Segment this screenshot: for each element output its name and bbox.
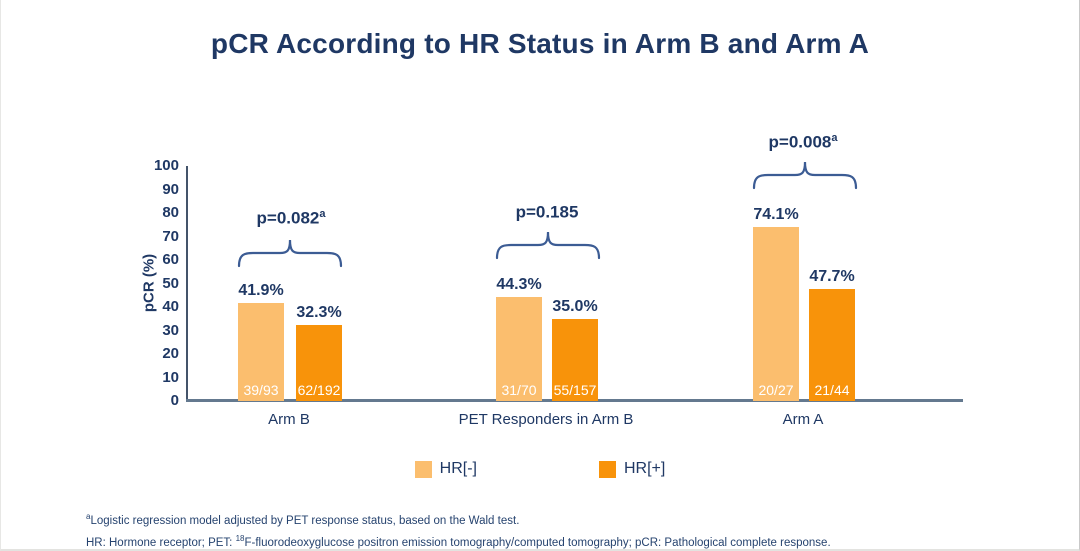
legend-item-hr-pos: HR[+] (598, 460, 666, 478)
p-value-pet-responders: p=0.185 (516, 202, 579, 223)
p-value-arm-a: p=0.008a (769, 132, 838, 153)
y-tick: 40 (162, 298, 179, 315)
bar-count-label: 20/27 (758, 382, 794, 398)
p-value-superscript: a (319, 208, 326, 220)
legend-label: HR[+] (623, 460, 666, 477)
bar-count-label: 55/157 (553, 382, 597, 398)
bar-value-label: 32.3% (296, 304, 342, 322)
x-category-pet-responders: PET Responders in Arm B (458, 411, 634, 428)
footnote-superscript: 18 (235, 533, 245, 543)
y-tick: 10 (162, 369, 179, 386)
footnote-text: HR: Hormone receptor; PET: (86, 536, 236, 549)
bar-pet-hr-neg: 44.3% 31/70 (496, 276, 542, 401)
footnote-line-1: aLogistic regression model adjusted by P… (86, 508, 831, 530)
y-tick: 80 (162, 204, 179, 221)
legend-swatch-hr-neg-icon (414, 460, 432, 478)
bar-armb-hr-pos: 32.3% 62/192 (296, 304, 342, 401)
p-value-text: p=0.082 (256, 208, 320, 228)
y-tick: 100 (153, 157, 179, 174)
bar-value-label: 35.0% (552, 297, 598, 315)
bar-arma-hr-pos: 47.7% 21/44 (809, 268, 855, 401)
p-value-text: p=0.008 (768, 132, 832, 152)
y-tick: 60 (162, 251, 179, 268)
y-axis-line (186, 166, 188, 402)
brace-pet-responders (495, 230, 601, 260)
p-value-superscript: a (831, 132, 838, 144)
bar-pet-hr-pos: 35.0% 55/157 (552, 298, 598, 401)
bar-value-label: 74.1% (753, 205, 799, 223)
x-category-arm-b: Arm B (268, 411, 310, 428)
x-category-arm-a: Arm A (782, 411, 824, 428)
legend-label: HR[-] (439, 460, 477, 477)
page-title: pCR According to HR Status in Arm B and … (210, 28, 870, 59)
p-value-text: p=0.185 (515, 202, 579, 222)
y-tick: 30 (162, 322, 179, 339)
bar-value-label: 44.3% (496, 275, 542, 293)
legend: HR[-] HR[+] (1, 460, 1079, 478)
y-tick: 90 (162, 181, 179, 198)
plot-area: 41.9% 39/93 32.3% 62/192 44.3% 31/70 35.… (187, 166, 963, 401)
bar-value-label: 47.7% (809, 267, 855, 285)
footnote-text: Logistic regression model adjusted by PE… (90, 514, 520, 527)
bar-arma-hr-neg: 74.1% 20/27 (753, 206, 799, 401)
brace-arm-b (237, 238, 343, 268)
bar-count-label: 31/70 (501, 382, 537, 398)
bar-value-label: 41.9% (238, 281, 284, 299)
legend-swatch-hr-pos-icon (598, 460, 616, 478)
bar-armb-hr-neg: 41.9% 39/93 (238, 282, 284, 401)
footnote-superscript: a (86, 512, 91, 521)
y-tick: 0 (170, 392, 179, 409)
bar-count-label: 62/192 (297, 382, 341, 398)
bar-count-label: 39/93 (243, 382, 279, 398)
footnote-text: F-fluorodeoxyglucose positron emission t… (244, 536, 831, 549)
p-value-arm-b: p=0.082a (257, 208, 326, 229)
y-tick: 70 (162, 228, 179, 245)
y-tick: 50 (162, 275, 179, 292)
bar-count-label: 21/44 (814, 382, 850, 398)
footnote-line-2: HR: Hormone receptor; PET: 18F-fluorodeo… (86, 530, 831, 549)
legend-item-hr-neg: HR[-] (414, 460, 477, 478)
y-tick: 20 (162, 345, 179, 362)
footnotes: aLogistic regression model adjusted by P… (86, 508, 831, 549)
brace-arm-a (752, 160, 858, 190)
